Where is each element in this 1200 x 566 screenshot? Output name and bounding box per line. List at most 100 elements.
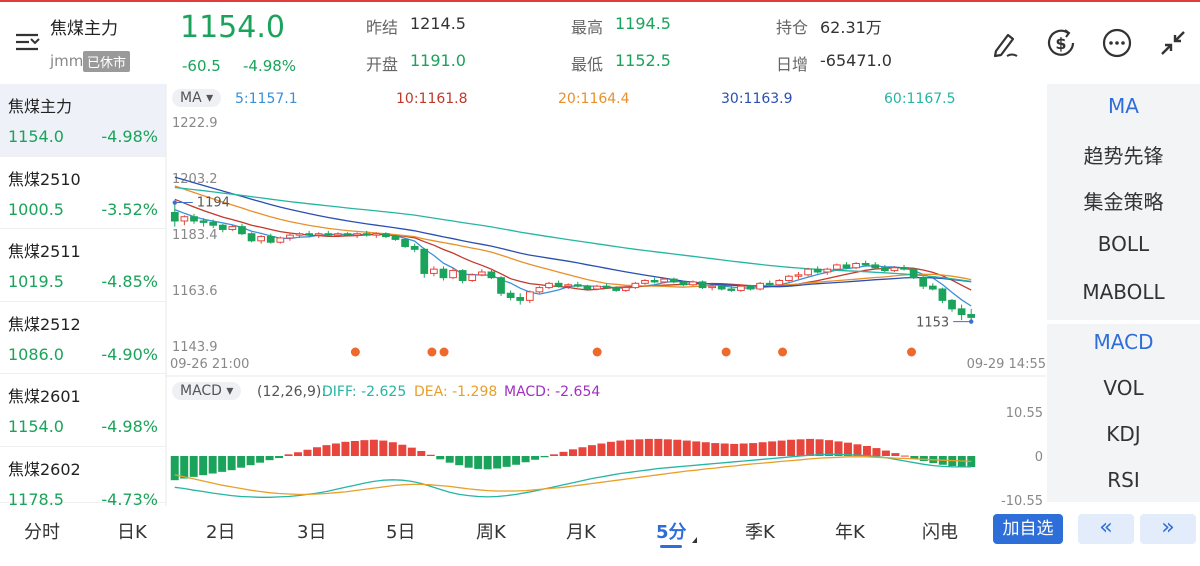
macd-histogram-bar <box>616 440 625 456</box>
macd-histogram-bar <box>834 441 843 456</box>
macd-histogram-bar <box>502 456 511 467</box>
indicator-maboll[interactable]: MABOLL <box>1082 280 1165 304</box>
stat-label-daily-increase: 日增 <box>776 55 809 74</box>
list-item[interactable]: 焦煤主力 1154.0 -4.98% <box>0 84 166 157</box>
list-item[interactable]: 焦煤2510 1000.5 -3.52% <box>0 157 166 229</box>
tab-3-day[interactable]: 3日 <box>297 522 327 543</box>
tab-monthly-k[interactable]: 月K <box>566 522 596 543</box>
candle-body <box>535 287 544 293</box>
stat-value-low: 1152.5 <box>615 51 671 70</box>
candle-body <box>573 284 582 287</box>
candle-body <box>775 280 784 286</box>
candle-body <box>554 282 563 287</box>
ma-indicator-chip[interactable]: MA ▾ <box>172 89 222 107</box>
indicator-macd[interactable]: MACD <box>1093 330 1154 354</box>
tab-2-day[interactable]: 2日 <box>206 522 236 543</box>
indicator-rsi[interactable]: RSI <box>1107 468 1140 492</box>
stat-value-high: 1194.5 <box>615 14 671 33</box>
indicator-vol[interactable]: VOL <box>1103 376 1144 400</box>
contract-name: 焦煤2512 <box>8 314 81 334</box>
macd-histogram-bar <box>294 452 302 456</box>
stat-label-prev-settle: 昨结 <box>366 18 399 37</box>
candle-body <box>458 270 467 282</box>
macd-histogram-bar <box>730 443 739 456</box>
macd-histogram-bar <box>606 441 615 456</box>
macd-histogram-bar <box>711 443 720 456</box>
candle-body <box>928 285 937 290</box>
tab-daily-k[interactable]: 日K <box>117 522 147 543</box>
tab-yearly-k[interactable]: 年K <box>835 522 865 543</box>
candle-body <box>276 237 285 243</box>
stat-value-daily-increase: -65471.0 <box>820 51 892 70</box>
macd-histogram-bar <box>844 442 852 456</box>
contract-name: 焦煤2602 <box>8 459 81 479</box>
macd-histogram-bar <box>483 456 492 470</box>
tab-5-day[interactable]: 5日 <box>386 522 416 543</box>
candle-body <box>737 285 745 291</box>
add-watchlist-button[interactable]: 加自选 <box>993 514 1063 544</box>
candle-body <box>621 287 630 291</box>
next-double-chevron-icon[interactable]: » <box>1140 514 1196 544</box>
list-item[interactable]: 焦煤2511 1019.5 -4.85% <box>0 229 166 302</box>
macd-histogram-bar <box>360 440 369 456</box>
macd-histogram-bar <box>493 456 502 469</box>
list-item[interactable]: 焦煤2601 1154.0 -4.98% <box>0 374 166 447</box>
candle-body <box>324 233 333 236</box>
macd-histogram-bar <box>445 456 454 463</box>
ma-chip-label: MA <box>180 90 202 106</box>
collapse-icon[interactable] <box>1156 26 1190 60</box>
candle-body <box>545 282 553 289</box>
prev-double-chevron-icon[interactable]: « <box>1078 514 1134 544</box>
market-status-badge: 已休市 <box>83 51 131 72</box>
macd-histogram-bar <box>777 440 786 456</box>
candle-body <box>861 262 870 266</box>
tab-5-min[interactable]: 5分 <box>656 522 687 543</box>
edit-icon[interactable] <box>988 26 1022 60</box>
menu-icon[interactable] <box>14 30 40 54</box>
tab-weekly-k[interactable]: 周K <box>476 522 506 543</box>
indicator-trend-pioneer[interactable]: 趋势先锋 <box>1083 144 1164 168</box>
list-item[interactable]: 焦煤2602 1178.5 -4.73% <box>0 447 166 509</box>
event-marker-dot <box>350 347 360 357</box>
macd-diff-line <box>174 453 972 498</box>
contract-price: 1086.0 <box>8 344 64 364</box>
contract-change: -4.73% <box>101 489 158 509</box>
event-marker-dot <box>778 347 788 357</box>
tab-lightning[interactable]: 闪电 <box>922 522 958 543</box>
currency-icon[interactable]: $ <box>1044 26 1078 60</box>
tab-quarterly-k[interactable]: 季K <box>745 522 775 543</box>
indicator-boll[interactable]: BOLL <box>1097 232 1150 256</box>
macd-histogram-bar <box>872 448 881 456</box>
candle-body <box>305 233 313 236</box>
contract-change: -4.98% <box>101 417 158 436</box>
contract-change: -4.90% <box>101 344 158 364</box>
candle-body <box>650 280 659 283</box>
indicator-kdj[interactable]: KDJ <box>1106 422 1141 446</box>
candle-body <box>190 216 198 222</box>
macd-indicator-chip[interactable]: MACD ▾ <box>172 382 242 400</box>
candle-body <box>785 275 793 282</box>
macd-histogram-bar <box>531 456 540 460</box>
stat-value-open-interest: 62.31万 <box>820 18 882 37</box>
candle-body <box>919 277 928 287</box>
indicator-gold-strategy[interactable]: 集金策略 <box>1083 190 1164 214</box>
candle-body <box>295 233 304 236</box>
macd-histogram-bar <box>550 454 559 456</box>
event-marker-dot <box>721 347 731 357</box>
macd-histogram-bar <box>720 443 729 456</box>
macd-histogram-bar <box>654 438 663 456</box>
macd-histogram-bar <box>910 456 919 459</box>
macd-diff-legend: DIFF: -2.625 <box>322 384 407 400</box>
list-item[interactable]: 焦煤2512 1086.0 -4.90% <box>0 302 166 374</box>
ma30-legend: 30:1163.9 <box>721 91 793 107</box>
macd-chip-label: MACD <box>180 383 222 399</box>
candle-body <box>516 297 525 301</box>
tab-intraday[interactable]: 分时 <box>24 522 60 543</box>
macd-histogram-bar <box>682 440 691 456</box>
more-icon[interactable] <box>1100 26 1134 60</box>
stat-label-open-interest: 持仓 <box>776 18 809 37</box>
macd-histogram-bar <box>398 444 407 456</box>
indicator-ma[interactable]: MA <box>1108 94 1139 118</box>
ma20-line <box>174 185 972 288</box>
